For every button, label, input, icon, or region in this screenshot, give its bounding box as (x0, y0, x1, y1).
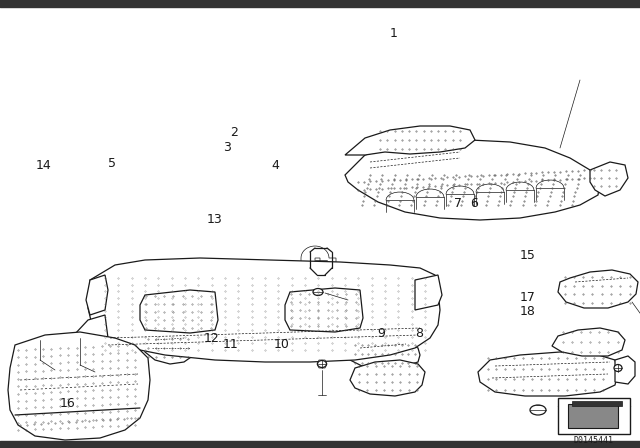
Text: D0145441: D0145441 (574, 435, 614, 444)
Polygon shape (88, 258, 440, 362)
Polygon shape (301, 246, 336, 278)
Text: 13: 13 (207, 213, 222, 226)
Text: 1: 1 (390, 27, 397, 40)
Text: 9: 9 (377, 327, 385, 340)
Polygon shape (144, 330, 196, 364)
Text: 18: 18 (520, 305, 536, 318)
Ellipse shape (313, 289, 323, 296)
Text: 5: 5 (108, 157, 116, 170)
Polygon shape (140, 290, 218, 333)
FancyBboxPatch shape (558, 398, 630, 434)
Text: 7: 7 (454, 197, 461, 211)
Text: 6: 6 (470, 197, 477, 211)
Ellipse shape (614, 365, 622, 371)
Text: 3: 3 (223, 141, 231, 155)
Polygon shape (415, 275, 442, 310)
Polygon shape (572, 401, 622, 406)
Polygon shape (72, 315, 108, 362)
Text: 8: 8 (415, 327, 423, 340)
Text: 16: 16 (60, 396, 75, 410)
Polygon shape (345, 126, 475, 155)
Text: 14: 14 (36, 159, 51, 172)
Text: 2: 2 (230, 125, 237, 139)
Polygon shape (346, 340, 420, 368)
Polygon shape (317, 360, 327, 368)
Polygon shape (285, 288, 363, 332)
Text: 15: 15 (520, 249, 536, 262)
Text: 11: 11 (223, 338, 238, 352)
Ellipse shape (530, 405, 546, 415)
Polygon shape (568, 404, 618, 428)
Text: 12: 12 (204, 332, 219, 345)
Polygon shape (590, 162, 628, 196)
Polygon shape (558, 270, 638, 308)
Polygon shape (345, 140, 600, 220)
Polygon shape (350, 360, 425, 396)
Polygon shape (313, 287, 323, 293)
Polygon shape (86, 275, 108, 315)
Polygon shape (8, 332, 150, 440)
Text: 4: 4 (271, 159, 279, 172)
Polygon shape (552, 328, 625, 356)
Text: 10: 10 (274, 338, 289, 352)
Text: 17: 17 (520, 291, 536, 305)
Ellipse shape (317, 361, 326, 367)
Polygon shape (478, 352, 618, 396)
Polygon shape (615, 356, 635, 384)
